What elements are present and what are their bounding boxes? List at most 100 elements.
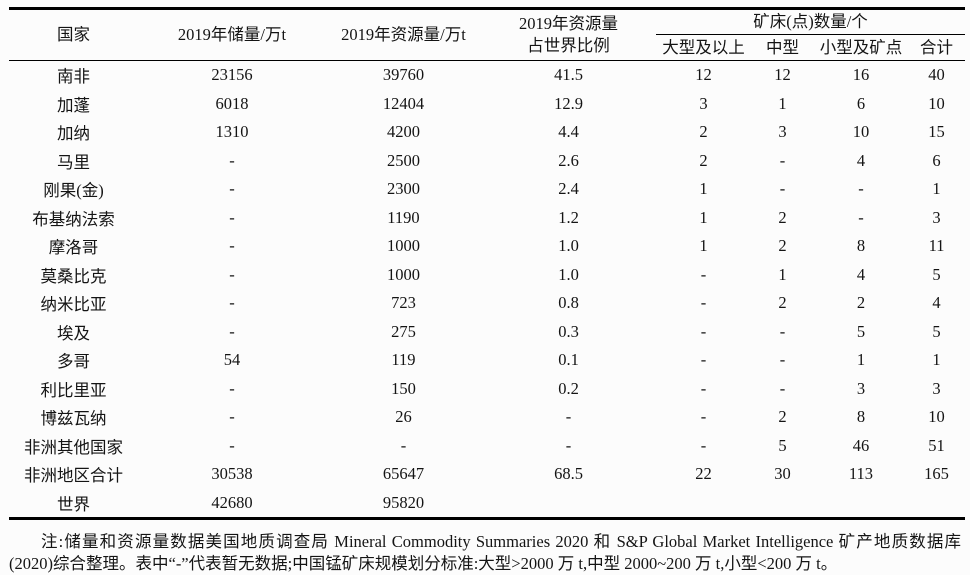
header-row-2: 大型及以上 中型 小型及矿点 合计 [9, 35, 965, 61]
value-cell: - [229, 264, 235, 284]
country-cell: 马里 [57, 152, 90, 172]
value-cell: - [779, 150, 786, 170]
value-cell: - [565, 407, 572, 427]
table-row: 世界 42680 95820 [9, 489, 965, 519]
table-row: 多哥 54 119 0.1 - - 1 1 [9, 346, 965, 375]
country-cell: 纳米比亚 [40, 295, 107, 315]
value-cell: 40 [928, 65, 945, 85]
value-cell [908, 489, 965, 519]
header-total-deposits: 合计 [920, 37, 953, 57]
value-cell: 3 [932, 207, 941, 227]
value-cell: 4 [856, 150, 866, 170]
value-cell: - [779, 350, 786, 370]
country-cell: 加纳 [57, 124, 90, 144]
value-cell: 2 [778, 236, 787, 256]
value-cell: 5 [932, 264, 941, 284]
country-cell: 多哥 [57, 352, 90, 372]
value-cell: 4 [932, 293, 941, 313]
table-row: 南非 23156 39760 41.5 12 12 16 40 [9, 61, 965, 90]
value-cell: 3 [932, 378, 941, 398]
value-cell: 12.9 [554, 93, 583, 113]
value-cell: - [700, 350, 707, 370]
value-cell: 10 [852, 122, 870, 142]
country-cell: 非洲地区合计 [24, 466, 123, 486]
value-cell: 26 [395, 407, 412, 427]
header-resources-2019: 2019年资源量/万t [341, 25, 466, 44]
value-cell: 1.0 [558, 264, 579, 284]
value-cell: 113 [848, 464, 874, 484]
value-cell: 723 [391, 293, 416, 313]
value-cell [656, 489, 751, 519]
country-cell: 摩洛哥 [48, 238, 99, 258]
value-cell: 1 [699, 179, 708, 199]
value-cell: - [700, 435, 707, 455]
value-cell: - [858, 179, 864, 199]
value-cell: 41.5 [554, 65, 583, 85]
value-cell: 46 [852, 435, 870, 455]
value-cell: - [229, 179, 235, 199]
value-cell: 4200 [387, 122, 420, 142]
value-cell: 6 [932, 150, 941, 170]
country-cell: 世界 [57, 494, 90, 514]
table-row: 加纳 1310 4200 4.4 2 3 10 15 [9, 118, 965, 147]
value-cell: - [565, 435, 572, 455]
value-cell: 5 [778, 435, 787, 455]
value-cell: 8 [856, 236, 866, 256]
value-cell: 1310 [215, 122, 249, 142]
value-cell: 1 [778, 264, 787, 284]
value-cell [481, 489, 656, 519]
header-country: 国家 [57, 25, 90, 44]
value-cell: 2 [699, 122, 708, 142]
value-cell: - [229, 293, 235, 313]
country-cell: 莫桑比克 [40, 266, 107, 286]
value-cell: 15 [928, 122, 945, 142]
value-cell: 2.4 [558, 179, 579, 199]
value-cell: 51 [928, 435, 945, 455]
value-cell: - [700, 321, 707, 341]
value-cell: 8 [856, 407, 866, 427]
value-cell: 1 [778, 93, 787, 113]
value-cell: 11 [928, 236, 945, 256]
manganese-africa-table: 国家 2019年储量/万t 2019年资源量/万t 2019年资源量 占世界比例… [9, 7, 966, 520]
country-cell: 非洲其他国家 [24, 437, 123, 457]
header-world-share: 2019年资源量 占世界比例 [481, 9, 656, 61]
value-cell: 1000 [387, 264, 420, 284]
table-note: 注:储量和资源量数据美国地质调查局 Mineral Commodity Summ… [9, 531, 961, 574]
value-cell: 10 [928, 407, 945, 427]
value-cell: 165 [924, 464, 949, 484]
table-row: 莫桑比克 - 1000 1.0 - 1 4 5 [9, 261, 965, 290]
header-large-deposits: 大型及以上 [662, 37, 745, 57]
value-cell: 1000 [387, 236, 420, 256]
table-header: 国家 2019年储量/万t 2019年资源量/万t 2019年资源量 占世界比例… [9, 8, 966, 61]
table-row: 马里 - 2500 2.6 2 - 4 6 [9, 147, 965, 176]
value-cell: 1 [932, 179, 941, 199]
value-cell: 2 [778, 407, 787, 427]
table-row: 埃及 - 275 0.3 - - 5 5 [9, 318, 965, 347]
value-cell: 5 [932, 321, 941, 341]
value-cell: 0.1 [558, 350, 579, 370]
value-cell: - [779, 179, 786, 199]
value-cell: 95820 [382, 492, 425, 512]
value-cell: 2300 [387, 179, 420, 199]
value-cell: 30538 [211, 464, 253, 484]
table-container: 国家 2019年储量/万t 2019年资源量/万t 2019年资源量 占世界比例… [9, 7, 966, 520]
value-cell: - [229, 407, 235, 427]
table-row: 利比里亚 - 150 0.2 - - 3 3 [9, 375, 965, 404]
country-cell: 南非 [57, 67, 90, 87]
value-cell: - [229, 207, 235, 227]
header-deposits-group: 矿床(点)数量/个 [656, 8, 966, 35]
table-row: 非洲其他国家 - - - - 5 46 51 [9, 432, 965, 461]
value-cell: 2.6 [558, 150, 579, 170]
table-row: 摩洛哥 - 1000 1.0 1 2 8 11 [9, 232, 965, 261]
table-body: 南非 23156 39760 41.5 12 12 16 40 加蓬 6018 12404 12.9 3… [9, 61, 965, 519]
table-row: 加蓬 6018 12404 12.9 3 1 6 10 [9, 90, 965, 119]
value-cell: 39760 [382, 65, 425, 85]
value-cell: 12 [695, 65, 712, 85]
table-row: 纳米比亚 - 723 0.8 - 2 2 4 [9, 289, 965, 318]
value-cell: - [700, 407, 707, 427]
country-cell: 埃及 [57, 323, 90, 343]
value-cell: 3 [699, 93, 708, 113]
value-cell [814, 489, 908, 519]
table-row: 非洲地区合计 30538 65647 68.5 22 30 113 165 [9, 460, 965, 489]
table-note-line2: (2020)综合整理。表中“-”代表暂无数据;中国锰矿床规模划分标准:大型>20… [9, 553, 838, 573]
